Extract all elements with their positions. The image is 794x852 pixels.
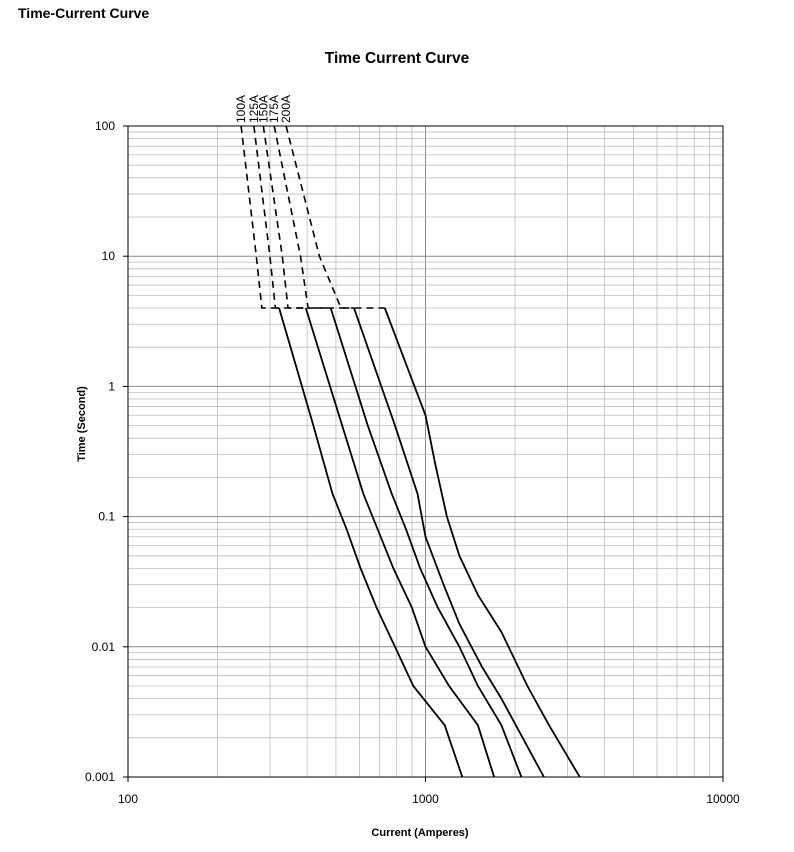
series-label-175a: 175A (267, 95, 281, 123)
y-tick-label: 0.1 (98, 510, 115, 524)
series-label-100a: 100A (234, 95, 248, 123)
x-tick-label: 10000 (706, 792, 740, 806)
y-tick-label: 0.01 (92, 640, 116, 654)
y-tick-label: 10 (102, 249, 116, 263)
series-label-200a: 200A (279, 95, 293, 123)
x-axis-label: Current (Amperes) (371, 827, 469, 839)
curve-dashed-200a (285, 125, 385, 309)
y-axis-label: Time (Second) (76, 386, 88, 462)
series-label-125a: 125A (247, 95, 261, 123)
x-tick-label: 100 (118, 792, 138, 806)
curve-dashed-175a (273, 125, 354, 309)
y-tick-label: 0.001 (85, 770, 115, 784)
y-tick-label: 100 (95, 119, 115, 133)
series-label-150a: 150A (256, 95, 270, 123)
curve-solid-175a (353, 307, 545, 778)
curve-solid-125a (304, 307, 495, 778)
curve-solid-100a (278, 307, 464, 778)
page-heading: Time-Current Curve (18, 5, 150, 21)
curve-solid-200a (383, 307, 581, 778)
curve-layer (240, 125, 581, 778)
grid-layer (128, 126, 723, 777)
curve-solid-150a (329, 307, 523, 778)
x-tick-label: 1000 (412, 792, 439, 806)
tick-label-layer: 100 1000 10000 100 10 1 0.1 0.01 0.001 (85, 119, 740, 806)
curve-dashed-100a (240, 125, 280, 309)
y-tick-label: 1 (108, 379, 115, 393)
chart-title: Time Current Curve (325, 50, 470, 67)
